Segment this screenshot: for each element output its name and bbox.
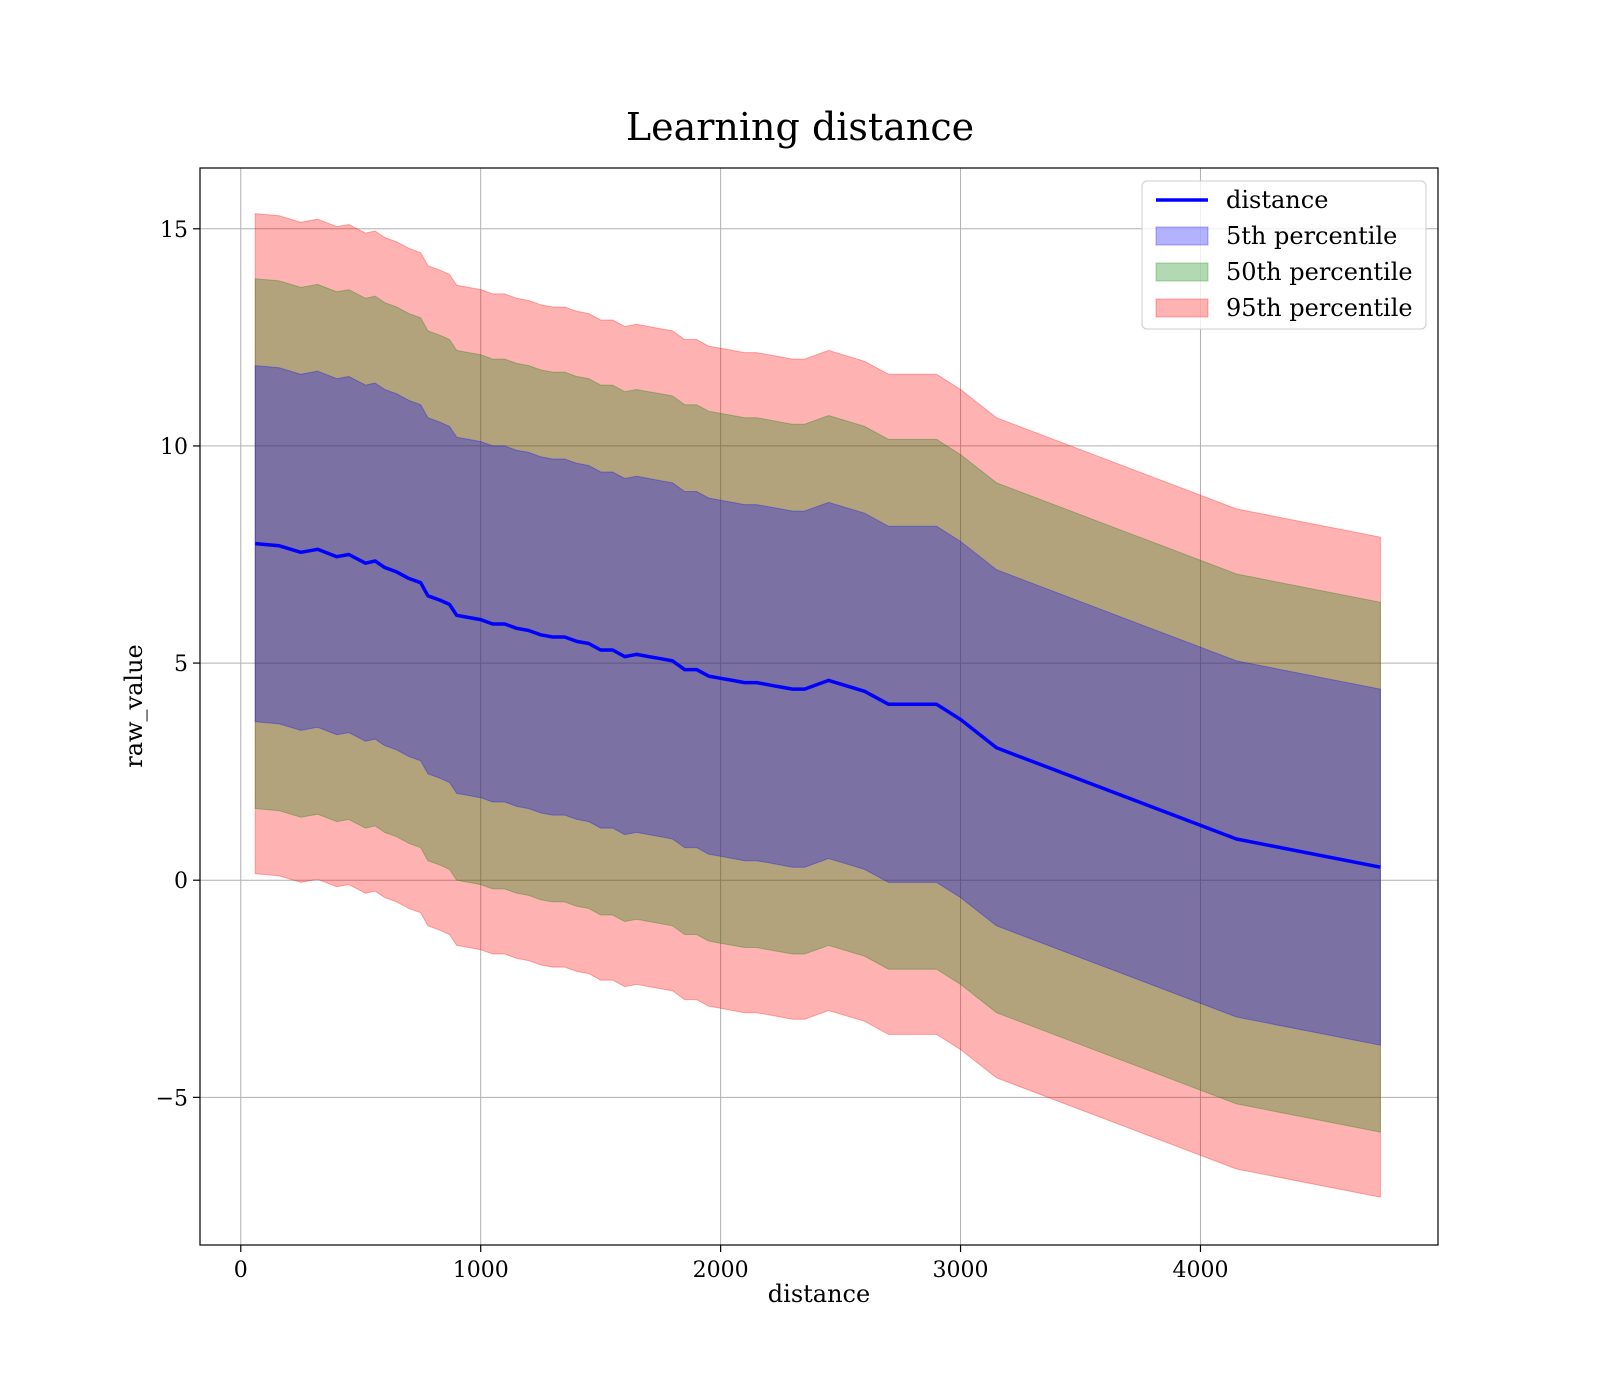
band-layer	[254, 213, 1381, 1198]
legend-label: 50th percentile	[1226, 258, 1413, 286]
legend-swatch-band	[1155, 226, 1209, 246]
x-tick-label: 3000	[933, 1258, 989, 1283]
legend-label: distance	[1226, 186, 1328, 214]
y-tick-label: 10	[160, 435, 188, 460]
band-95th-percentile	[254, 213, 1381, 1198]
x-tick-label: 4000	[1172, 1258, 1228, 1283]
plot-frame	[199, 167, 1439, 1246]
chart-title: Learning distance	[626, 105, 974, 149]
x-tick-label: 0	[234, 1258, 248, 1283]
x-tick-label: 1000	[453, 1258, 509, 1283]
legend-swatch-band	[1155, 298, 1209, 318]
series-line-distance	[255, 541, 1381, 869]
band-50th-percentile	[254, 278, 1381, 1133]
tick-layer: 0 1000 2000 3000 4000 −5 0 5 10 15	[156, 218, 1229, 1283]
y-tick-label: −5	[156, 1086, 188, 1111]
legend-label: 95th percentile	[1226, 294, 1413, 322]
legend-swatch-band	[1155, 262, 1209, 282]
legend-label: 5th percentile	[1226, 222, 1397, 250]
x-axis-label: distance	[768, 1280, 870, 1308]
y-axis-label: raw_value	[120, 644, 148, 768]
y-tick-label: 0	[174, 869, 188, 894]
line-layer	[255, 541, 1381, 869]
legend-box	[1141, 180, 1427, 330]
y-tick-label: 5	[174, 652, 188, 677]
x-tick-label: 2000	[693, 1258, 749, 1283]
y-tick-label: 15	[160, 218, 188, 243]
band-5th-percentile	[254, 365, 1381, 1046]
legend: distance 5th percentile 50th percentile 95t…	[1141, 180, 1427, 330]
